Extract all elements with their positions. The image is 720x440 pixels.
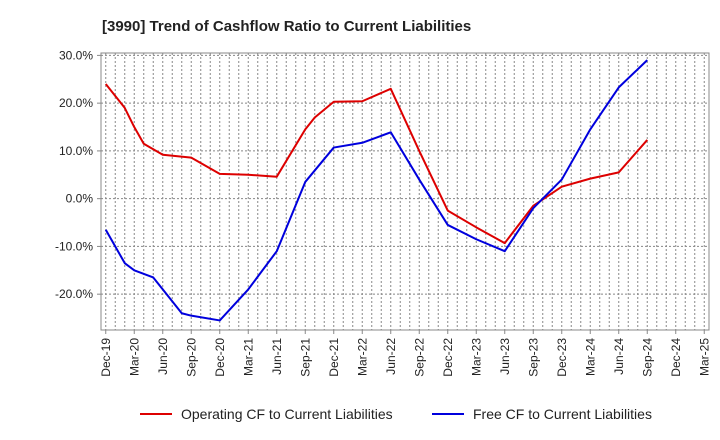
x-tick-label: Dec-22 xyxy=(441,338,455,377)
x-tick-label: Mar-21 xyxy=(241,338,255,376)
x-tick-label: Mar-22 xyxy=(355,338,369,376)
x-tick-label: Dec-24 xyxy=(669,338,683,377)
legend: Operating CF to Current Liabilities Free… xyxy=(140,406,652,422)
x-tick-label: Jun-21 xyxy=(270,338,284,375)
legend-label-free: Free CF to Current Liabilities xyxy=(473,406,652,422)
y-tick-label: 30.0% xyxy=(59,48,93,62)
y-tick-label: -20.0% xyxy=(55,287,93,301)
series-line-operating-cf xyxy=(104,83,649,245)
y-tick-label: 20.0% xyxy=(59,96,93,110)
grid xyxy=(101,53,709,330)
x-tick-label: Dec-20 xyxy=(213,338,227,377)
x-tick-label: Mar-25 xyxy=(697,338,711,376)
x-axis: Dec-19 Mar-20 Jun-20 Sep-20 Dec-20 Mar-21 Jun-… xyxy=(99,330,711,377)
plot-area-border xyxy=(100,52,710,331)
x-tick-label: Sep-24 xyxy=(640,338,654,377)
x-tick-label: Jun-23 xyxy=(498,338,512,375)
x-tick-label: Dec-19 xyxy=(99,338,113,377)
x-tick-label: Jun-20 xyxy=(156,338,170,375)
chart-title: [3990] Trend of Cashflow Ratio to Curren… xyxy=(102,18,471,35)
x-tick-label: Mar-24 xyxy=(583,338,597,376)
x-tick-label: Sep-22 xyxy=(412,338,426,377)
series-line-free-cf xyxy=(104,59,648,322)
y-tick-label: 10.0% xyxy=(59,144,93,158)
x-tick-label: Jun-22 xyxy=(384,338,398,375)
x-tick-label: Mar-20 xyxy=(127,338,141,376)
x-tick-label: Sep-20 xyxy=(184,338,198,377)
y-tick-label: -10.0% xyxy=(55,239,93,253)
x-tick-label: Mar-23 xyxy=(469,338,483,376)
y-axis: 30.0% 20.0% 10.0% 0.0% -10.0% -20.0% xyxy=(55,48,101,301)
x-tick-label: Dec-23 xyxy=(555,338,569,377)
x-tick-label: Jun-24 xyxy=(612,338,626,375)
legend-label-operating: Operating CF to Current Liabilities xyxy=(181,406,393,422)
series-group xyxy=(104,59,649,322)
y-tick-label: 0.0% xyxy=(66,192,94,206)
x-tick-label: Sep-23 xyxy=(526,338,540,377)
x-tick-label: Dec-21 xyxy=(327,338,341,377)
x-tick-label: Sep-21 xyxy=(298,338,312,377)
